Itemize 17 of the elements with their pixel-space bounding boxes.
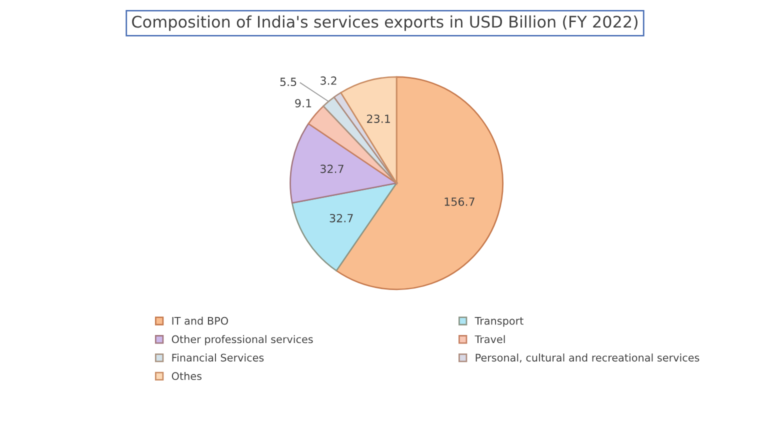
legend-label: Travel bbox=[474, 335, 505, 344]
data-label: 156.7 bbox=[444, 197, 474, 206]
legend-label: Othes bbox=[172, 372, 202, 380]
legend-label: Financial Services bbox=[172, 354, 264, 362]
data-label: 32.7 bbox=[320, 164, 344, 174]
data-label: 9.1 bbox=[295, 99, 312, 108]
legend-label: Personal, cultural and recreational services bbox=[476, 354, 700, 363]
legend-label: IT and BPO bbox=[172, 316, 228, 325]
data-label: 5.5 bbox=[280, 78, 296, 86]
data-label: 32.7 bbox=[330, 214, 353, 222]
legend-label: Other professional services bbox=[172, 335, 313, 346]
pie-slice bbox=[291, 182, 398, 272]
chart-title: Composition of India's services exports in USD Billion (FY 2022) bbox=[132, 15, 638, 31]
data-label: 23.1 bbox=[367, 114, 390, 123]
data-label: 3.2 bbox=[320, 76, 336, 85]
legend-label: Transport bbox=[474, 317, 524, 327]
pie-slice bbox=[290, 123, 398, 204]
